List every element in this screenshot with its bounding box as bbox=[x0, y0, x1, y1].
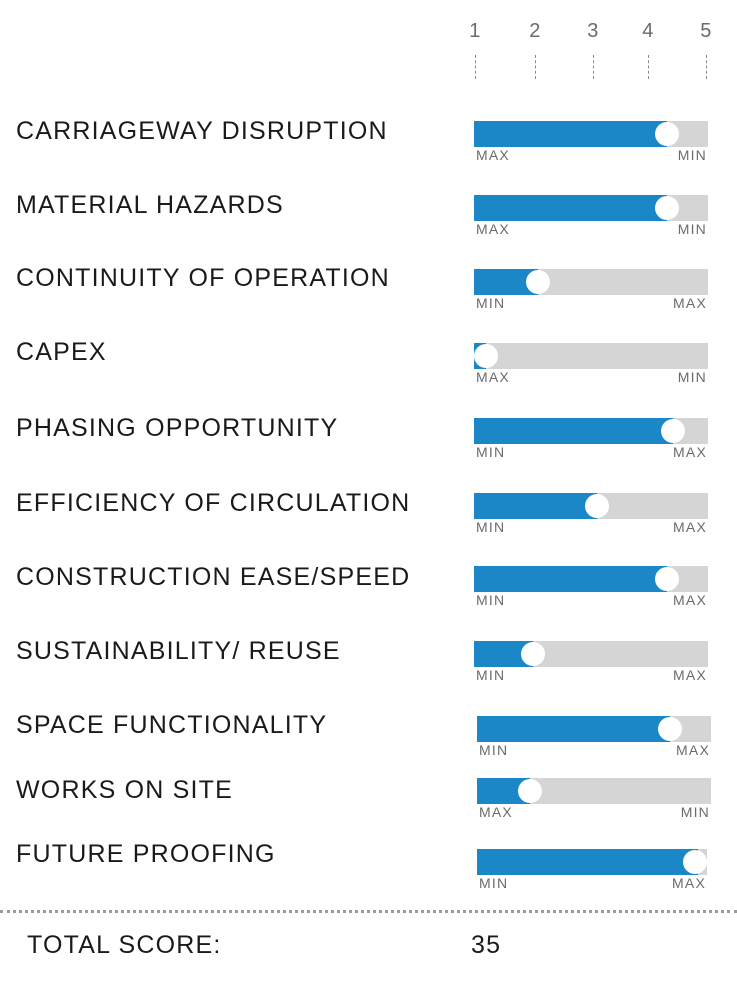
slider-knob[interactable] bbox=[474, 344, 498, 368]
scale-tick-label: 2 bbox=[529, 20, 541, 42]
slider-track[interactable] bbox=[477, 849, 707, 875]
slider-fill bbox=[474, 195, 668, 221]
slider-right-end-label: MIN bbox=[677, 147, 707, 163]
slider-knob[interactable] bbox=[655, 567, 680, 591]
slider-right-end-label: MAX bbox=[673, 592, 707, 608]
criterion-row: SPACE FUNCTIONALITY MIN MAX bbox=[0, 0, 737, 758]
slider-right-end-label: MIN bbox=[677, 221, 707, 237]
slider-fill bbox=[474, 121, 668, 147]
criterion-row: SUSTAINABILITY/ REUSE MIN MAX bbox=[0, 0, 737, 683]
slider-knob[interactable] bbox=[655, 196, 680, 220]
scale-tick-label: 1 bbox=[469, 20, 481, 42]
slider-fill bbox=[474, 493, 597, 519]
slider-fill bbox=[474, 566, 668, 592]
slider-knob[interactable] bbox=[658, 717, 683, 741]
slider-left-end-label: MAX bbox=[476, 221, 510, 237]
slider-knob[interactable] bbox=[683, 850, 707, 874]
slider-right-end-label: MIN bbox=[680, 804, 710, 820]
slider-left-end-label: MIN bbox=[476, 519, 506, 535]
slider-track[interactable] bbox=[474, 566, 708, 592]
criterion-label: FUTURE PROOFING bbox=[16, 840, 276, 868]
criterion-row: CONTINUITY OF OPERATION MIN MAX bbox=[0, 0, 737, 311]
criterion-label: CARRIAGEWAY DISRUPTION bbox=[16, 117, 388, 145]
scale-tick-line bbox=[475, 55, 476, 79]
scale-tick-label: 5 bbox=[700, 20, 712, 42]
criterion-row: CARRIAGEWAY DISRUPTION MAX MIN bbox=[0, 0, 737, 163]
total-score-label: TOTAL SCORE: bbox=[27, 931, 222, 959]
slider-left-end-label: MIN bbox=[479, 875, 509, 891]
criterion-label: WORKS ON SITE bbox=[16, 776, 234, 804]
slider-left-end-label: MAX bbox=[479, 804, 513, 820]
scale-tick-label: 4 bbox=[642, 20, 654, 42]
criterion-label: SPACE FUNCTIONALITY bbox=[16, 711, 328, 739]
scale-tick-line bbox=[535, 55, 536, 79]
criterion-row: EFFICIENCY OF CIRCULATION MIN MAX bbox=[0, 0, 737, 535]
dotted-divider bbox=[0, 910, 737, 913]
slider-right-end-label: MAX bbox=[673, 667, 707, 683]
slider-track[interactable] bbox=[477, 778, 711, 804]
criterion-label: EFFICIENCY OF CIRCULATION bbox=[16, 489, 411, 517]
slider-track[interactable] bbox=[474, 418, 708, 444]
total-score-value: 35 bbox=[471, 931, 502, 959]
criterion-row: MATERIAL HAZARDS MAX MIN bbox=[0, 0, 737, 237]
slider-left-end-label: MAX bbox=[476, 369, 510, 385]
slider-right-end-label: MAX bbox=[676, 742, 710, 758]
slider-track[interactable] bbox=[474, 343, 708, 369]
slider-knob[interactable] bbox=[526, 270, 551, 294]
slider-track[interactable] bbox=[474, 493, 708, 519]
slider-left-end-label: MIN bbox=[476, 592, 506, 608]
slider-knob[interactable] bbox=[660, 419, 685, 443]
criterion-label: CONTINUITY OF OPERATION bbox=[16, 264, 390, 292]
slider-left-end-label: MAX bbox=[476, 147, 510, 163]
slider-right-end-label: MAX bbox=[673, 519, 707, 535]
slider-track[interactable] bbox=[474, 121, 708, 147]
slider-right-end-label: MAX bbox=[673, 295, 707, 311]
slider-left-end-label: MIN bbox=[476, 295, 506, 311]
slider-fill bbox=[477, 849, 699, 875]
criterion-row: PHASING OPPORTUNITY MIN MAX bbox=[0, 0, 737, 460]
slider-knob[interactable] bbox=[584, 494, 609, 518]
scale-tick-label: 3 bbox=[587, 20, 599, 42]
criterion-row: CAPEX MAX MIN bbox=[0, 0, 737, 385]
slider-track[interactable] bbox=[474, 641, 708, 667]
slider-knob[interactable] bbox=[655, 122, 680, 146]
score-scale: 1 2 3 4 5 bbox=[0, 0, 737, 90]
slider-right-end-label: MAX bbox=[672, 875, 706, 891]
criterion-row: CONSTRUCTION EASE/SPEED MIN MAX bbox=[0, 0, 737, 608]
scale-tick-line bbox=[706, 55, 707, 79]
criterion-row: FUTURE PROOFING MIN MAX bbox=[0, 0, 737, 891]
slider-right-end-label: MIN bbox=[677, 369, 707, 385]
criterion-label: CAPEX bbox=[16, 338, 107, 366]
slider-fill bbox=[477, 716, 671, 742]
slider-left-end-label: MIN bbox=[479, 742, 509, 758]
slider-fill bbox=[474, 418, 673, 444]
criterion-row: WORKS ON SITE MAX MIN bbox=[0, 0, 737, 820]
slider-left-end-label: MIN bbox=[476, 667, 506, 683]
slider-track[interactable] bbox=[477, 716, 711, 742]
criterion-label: CONSTRUCTION EASE/SPEED bbox=[16, 563, 411, 591]
slider-track[interactable] bbox=[474, 269, 708, 295]
slider-knob[interactable] bbox=[517, 779, 542, 803]
criterion-label: PHASING OPPORTUNITY bbox=[16, 414, 339, 442]
slider-track[interactable] bbox=[474, 195, 708, 221]
scale-tick-line bbox=[648, 55, 649, 79]
criterion-label: MATERIAL HAZARDS bbox=[16, 191, 284, 219]
scale-tick-line bbox=[593, 55, 594, 79]
slider-right-end-label: MAX bbox=[673, 444, 707, 460]
criterion-label: SUSTAINABILITY/ REUSE bbox=[16, 637, 341, 665]
slider-knob[interactable] bbox=[520, 642, 545, 666]
slider-left-end-label: MIN bbox=[476, 444, 506, 460]
